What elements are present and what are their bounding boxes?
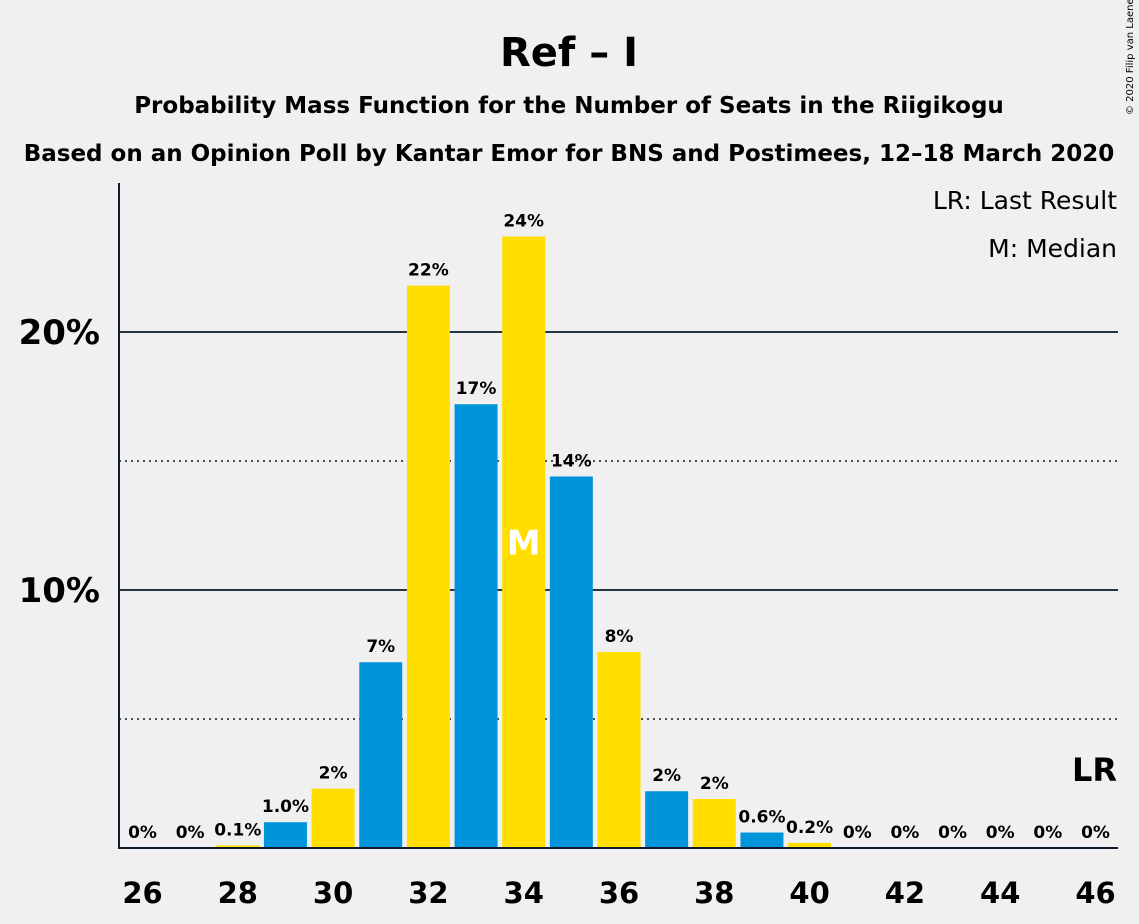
legend-last-result: LR: Last Result	[933, 186, 1117, 215]
data-label-26: 0%	[128, 823, 157, 843]
x-tick-label-42: 42	[885, 876, 925, 910]
data-label-30: 2%	[319, 764, 348, 784]
data-label-36: 8%	[605, 627, 634, 647]
bar-30	[311, 788, 355, 848]
median-marker: M	[507, 523, 541, 563]
y-tick-label-20: 20%	[19, 313, 100, 353]
x-tick-label-34: 34	[504, 876, 544, 910]
x-tick-label-28: 28	[218, 876, 258, 910]
x-tick-label-40: 40	[789, 876, 829, 910]
bar-38	[692, 798, 736, 848]
bar-34	[502, 236, 546, 849]
bar-37	[645, 791, 689, 848]
data-label-45: 0%	[1033, 823, 1062, 843]
bar-39	[740, 832, 784, 848]
x-tick-label-38: 38	[694, 876, 734, 910]
chart-subtitle-1: Probability Mass Function for the Number…	[134, 93, 1004, 119]
last-result-marker: LR	[1072, 751, 1117, 789]
data-label-35: 14%	[551, 451, 592, 471]
bar-32	[406, 285, 450, 848]
bars-group	[216, 236, 832, 849]
legend-median: M: Median	[988, 234, 1117, 263]
data-label-27: 0%	[176, 823, 205, 843]
bar-35	[549, 476, 593, 848]
data-label-44: 0%	[986, 823, 1015, 843]
x-tick-label-36: 36	[599, 876, 639, 910]
x-tick-label-26: 26	[122, 876, 162, 910]
chart-subtitle-2: Based on an Opinion Poll by Kantar Emor …	[24, 141, 1115, 167]
bar-36	[597, 651, 641, 848]
data-label-33: 17%	[456, 379, 497, 399]
data-label-42: 0%	[890, 823, 919, 843]
data-label-37: 2%	[652, 766, 681, 786]
bar-29	[263, 822, 307, 848]
data-label-28: 0.1%	[214, 820, 261, 840]
data-label-39: 0.6%	[738, 808, 785, 828]
credit-text: © 2020 Filip van Laenen	[1125, 0, 1136, 115]
bar-33	[454, 404, 498, 848]
axes-group: 10% 20% 26 28 30 32 34 36 38 40 42 44 46	[19, 183, 1118, 910]
data-label-46: 0%	[1081, 823, 1110, 843]
x-tick-label-30: 30	[313, 876, 353, 910]
data-label-38: 2%	[700, 774, 729, 794]
bar-31	[359, 662, 403, 848]
bar-40	[788, 842, 832, 848]
chart-title: Ref – I	[500, 30, 638, 76]
data-label-32: 22%	[408, 261, 449, 281]
x-tick-label-46: 46	[1075, 876, 1115, 910]
data-label-43: 0%	[938, 823, 967, 843]
data-labels-group: 0% 0% 0.1%1.0% 2% 7% 22% 17% 24% 14% 8% 2% 2% 0.6%0.…	[128, 212, 1117, 843]
x-tick-label-44: 44	[980, 876, 1020, 910]
data-label-41: 0%	[843, 823, 872, 843]
data-label-34: 24%	[503, 212, 544, 232]
bar-28	[216, 845, 260, 848]
y-tick-label-10: 10%	[19, 571, 100, 611]
x-tick-label-32: 32	[408, 876, 448, 910]
data-label-29: 1.0%	[262, 797, 309, 817]
data-label-40: 0.2%	[786, 818, 833, 838]
data-label-31: 7%	[366, 637, 395, 657]
